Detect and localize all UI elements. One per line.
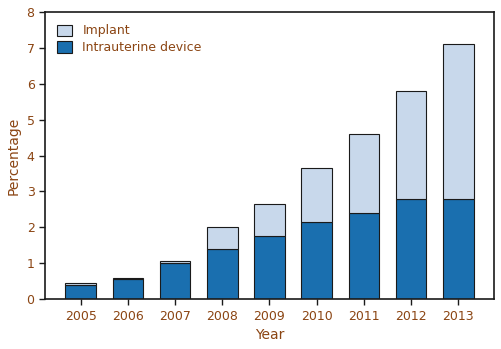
Bar <box>207 227 237 249</box>
X-axis label: Year: Year <box>255 328 284 342</box>
Bar <box>160 261 190 263</box>
Y-axis label: Percentage: Percentage <box>7 116 21 195</box>
Bar <box>349 213 379 299</box>
Bar <box>254 236 285 299</box>
Bar <box>207 249 237 299</box>
Bar <box>349 134 379 213</box>
Bar <box>65 283 96 285</box>
Bar <box>113 278 143 279</box>
Bar <box>396 199 426 299</box>
Bar <box>160 263 190 299</box>
Bar <box>396 91 426 199</box>
Bar <box>65 285 96 299</box>
Bar <box>254 204 285 236</box>
Bar <box>443 44 473 199</box>
Bar <box>301 222 332 299</box>
Bar <box>113 279 143 299</box>
Legend: Implant, Intrauterine device: Implant, Intrauterine device <box>51 18 208 60</box>
Bar <box>301 168 332 222</box>
Bar <box>443 199 473 299</box>
